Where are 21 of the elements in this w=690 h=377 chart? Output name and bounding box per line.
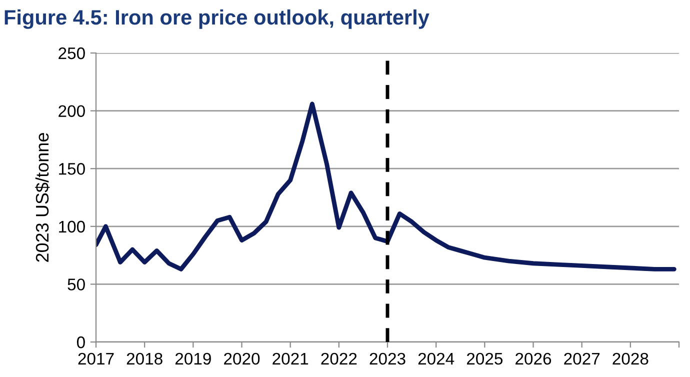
x-tick-label: 2026 (516, 352, 552, 365)
y-tick-label: 250 (58, 47, 85, 60)
y-tick-label: 200 (58, 105, 85, 118)
y-tick-label: 50 (68, 278, 85, 290)
line-series (96, 102, 676, 272)
x-tick-label: 2020 (224, 352, 260, 365)
x-tick-label: 2023 (370, 352, 406, 365)
x-tick-label: 2022 (321, 352, 357, 365)
y-tick-label: 150 (59, 163, 85, 175)
x-tick-label: 2018 (126, 352, 162, 365)
chart-title: Figure 4.5: Iron ore price outlook, quarterly (4, 9, 430, 29)
x-tick-label: 2024 (418, 352, 454, 365)
x-tick-label: 2025 (466, 352, 503, 365)
x-tick-label: 2019 (175, 352, 211, 365)
x-tick-label: 2027 (564, 352, 600, 365)
y-tick-label: 0 (76, 336, 85, 348)
x-tick-label: 2028 (612, 352, 648, 365)
y-axis-title: 2023 US$/tonne (35, 133, 50, 262)
x-tick-label: 2017 (78, 352, 114, 365)
y-tick-label: 100 (59, 220, 85, 233)
x-tick-label: 2021 (272, 352, 308, 365)
